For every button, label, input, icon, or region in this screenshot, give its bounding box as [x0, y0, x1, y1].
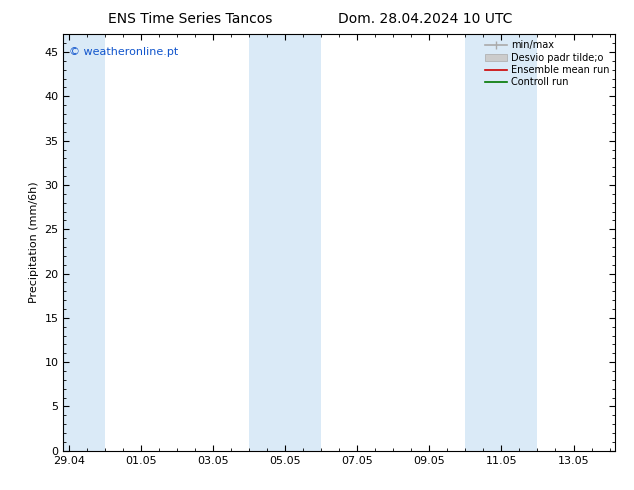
Text: ENS Time Series Tancos: ENS Time Series Tancos: [108, 12, 273, 26]
Bar: [465, 34, 538, 451]
Y-axis label: Precipitation (mm/6h): Precipitation (mm/6h): [29, 182, 39, 303]
Bar: [63, 34, 105, 451]
Bar: [249, 34, 321, 451]
Legend: min/max, Desvio padr tilde;o, Ensemble mean run, Controll run: min/max, Desvio padr tilde;o, Ensemble m…: [482, 37, 612, 90]
Text: © weatheronline.pt: © weatheronline.pt: [69, 47, 178, 57]
Text: Dom. 28.04.2024 10 UTC: Dom. 28.04.2024 10 UTC: [337, 12, 512, 26]
